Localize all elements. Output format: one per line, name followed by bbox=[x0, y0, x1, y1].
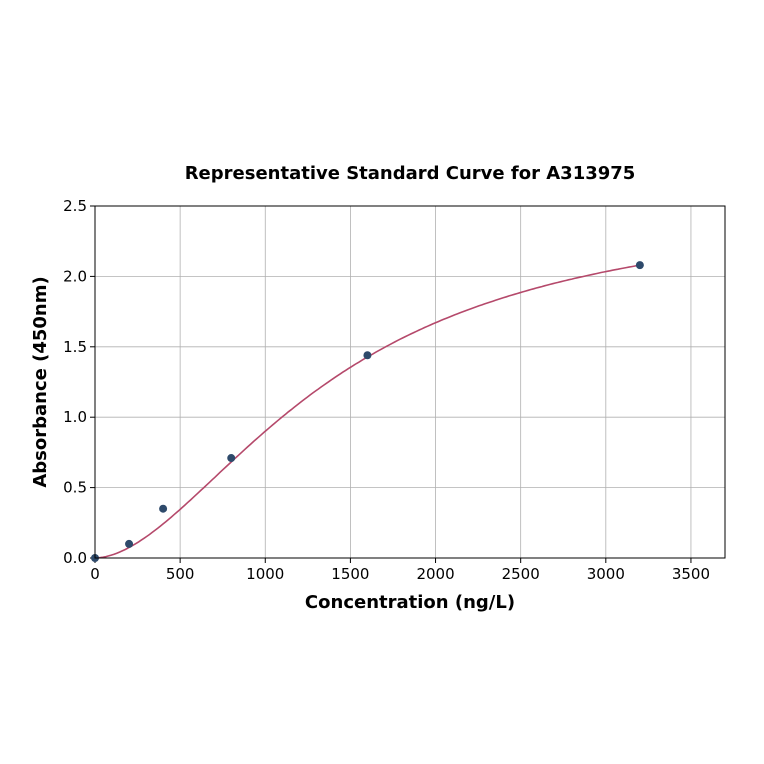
y-axis-label: Absorbance (450nm) bbox=[30, 276, 51, 487]
y-tick-label: 0.0 bbox=[63, 549, 87, 567]
data-point bbox=[159, 504, 168, 513]
data-point bbox=[125, 539, 134, 548]
y-tick-label: 1.0 bbox=[63, 408, 87, 426]
y-tick-label: 2.5 bbox=[63, 197, 87, 215]
data-point bbox=[227, 454, 236, 463]
y-tick-label: 1.5 bbox=[63, 338, 87, 356]
x-tick-label: 2000 bbox=[416, 565, 454, 583]
plot-frame bbox=[94, 205, 726, 559]
x-tick-label: 3000 bbox=[587, 565, 625, 583]
x-axis-label: Concentration (ng/L) bbox=[305, 592, 515, 613]
x-tick-label: 1000 bbox=[246, 565, 284, 583]
x-tick-label: 1500 bbox=[331, 565, 369, 583]
y-tick-label: 2.0 bbox=[63, 267, 87, 285]
data-point bbox=[635, 261, 644, 270]
fit-curve bbox=[94, 264, 641, 559]
data-point bbox=[363, 351, 372, 360]
x-tick-label: 2500 bbox=[502, 565, 540, 583]
y-tick-label: 0.5 bbox=[63, 479, 87, 497]
x-tick-label: 500 bbox=[166, 565, 195, 583]
x-tick-label: 0 bbox=[90, 565, 100, 583]
chart-title: Representative Standard Curve for A31397… bbox=[185, 163, 636, 184]
x-tick-label: 3500 bbox=[672, 565, 710, 583]
